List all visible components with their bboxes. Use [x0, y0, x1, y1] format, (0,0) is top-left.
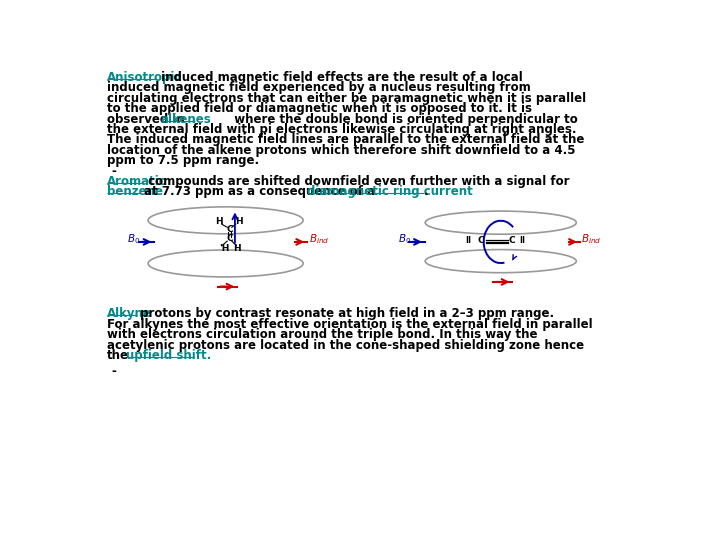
Text: $B_0$: $B_0$ — [127, 233, 140, 246]
Text: alkenes: alkenes — [161, 112, 211, 125]
Text: protons by contrast resonate at high field in a 2–3 ppm range.: protons by contrast resonate at high fie… — [137, 307, 554, 320]
Text: H: H — [235, 218, 243, 226]
Text: The induced magnetic field lines are parallel to the external field at the: The induced magnetic field lines are par… — [107, 133, 585, 146]
Text: 'H: 'H — [219, 244, 229, 253]
Text: $B_{ind}$: $B_{ind}$ — [309, 233, 329, 246]
Text: $B_0$: $B_0$ — [398, 233, 412, 246]
Text: $B_{ind}$: $B_{ind}$ — [580, 233, 601, 246]
Text: location of the alkene protons which therefore shift downfield to a 4.5: location of the alkene protons which the… — [107, 144, 575, 157]
Text: -: - — [112, 165, 117, 178]
Text: II: II — [519, 236, 526, 245]
Text: with electrons circulation around the triple bond. In this way the: with electrons circulation around the tr… — [107, 328, 538, 341]
Text: Aromatic: Aromatic — [107, 175, 167, 188]
Text: acetylenic protons are located in the cone-shaped shielding zone hence: acetylenic protons are located in the co… — [107, 339, 584, 352]
Text: the: the — [107, 349, 129, 362]
Text: H: H — [233, 244, 241, 253]
Text: observed in            where the double bond is oriented perpendicular to: observed in where the double bond is ori… — [107, 112, 577, 125]
Text: Alkyne: Alkyne — [107, 307, 152, 320]
Text: to the applied field or diamagnetic when it is opposed to it. It is: to the applied field or diamagnetic when… — [107, 102, 532, 115]
Text: upfield shift.: upfield shift. — [126, 349, 211, 362]
Text: diamagnetic ring current: diamagnetic ring current — [307, 185, 473, 198]
Text: the external field with pi electrons likewise circulating at right angles.: the external field with pi electrons lik… — [107, 123, 577, 136]
Text: -: - — [112, 364, 117, 377]
Text: C: C — [477, 236, 484, 245]
Text: benzene: benzene — [107, 185, 163, 198]
Text: C: C — [508, 236, 515, 245]
Text: induced magnetic field experienced by a nucleus resulting from: induced magnetic field experienced by a … — [107, 82, 531, 94]
Text: at 7.73 ppm as a consequence of a: at 7.73 ppm as a consequence of a — [140, 185, 379, 198]
Text: II: II — [465, 236, 471, 245]
Text: circulating electrons that can either be paramagnetic when it is parallel: circulating electrons that can either be… — [107, 92, 586, 105]
Text: induced magnetic field effects are the result of a local: induced magnetic field effects are the r… — [157, 71, 523, 84]
Text: compounds are shifted downfield even further with a signal for: compounds are shifted downfield even fur… — [144, 175, 570, 188]
Text: ppm to 7.5 ppm range.: ppm to 7.5 ppm range. — [107, 154, 259, 167]
Text: C: C — [226, 225, 233, 234]
Text: H: H — [215, 218, 222, 226]
Text: For alkynes the most effective orientation is the external field in parallel: For alkynes the most effective orientati… — [107, 318, 593, 330]
Text: C: C — [226, 234, 233, 244]
Text: .: . — [424, 185, 428, 198]
Text: Anisotropic: Anisotropic — [107, 71, 182, 84]
